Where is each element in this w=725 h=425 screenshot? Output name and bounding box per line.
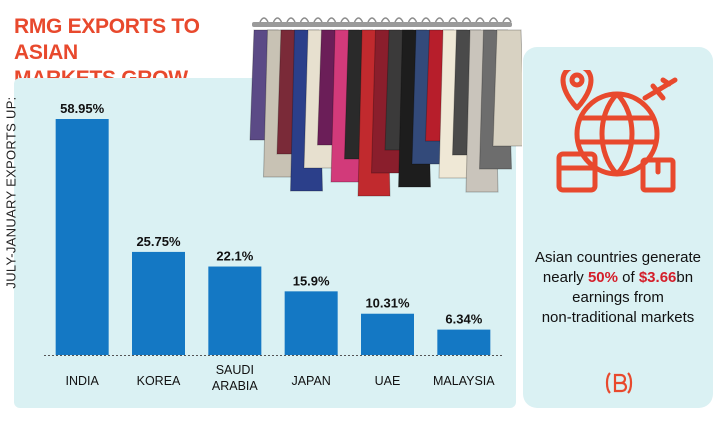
- bar-india: [55, 119, 109, 355]
- data-label: 58.95%: [60, 101, 105, 116]
- brand-logo-icon: [605, 372, 633, 394]
- bar-uae: [361, 313, 414, 355]
- bar-saudi-arabia: [208, 266, 262, 355]
- data-label: 25.75%: [136, 234, 181, 249]
- bar-korea: [132, 251, 185, 355]
- x-tick-label: JAPAN: [291, 374, 330, 388]
- info-line-2: nearly 50% of $3.66bn: [542, 269, 694, 286]
- info-panel: [523, 47, 713, 408]
- bar-malaysia: [437, 329, 491, 355]
- x-tick-label: KOREA: [137, 374, 181, 388]
- info-text: Asian countries generate nearly 50% of $…: [523, 248, 713, 328]
- info-line-3: earnings from: [572, 289, 664, 306]
- globe-travel-icon: [556, 70, 678, 193]
- info-line-4: non-traditional markets: [541, 309, 695, 326]
- bar-japan: [284, 291, 338, 355]
- highlight-percent: 50%: [587, 269, 618, 286]
- data-label: 10.31%: [365, 296, 410, 311]
- data-label: 22.1%: [216, 249, 253, 264]
- highlight-amount: $3.66: [638, 269, 677, 286]
- x-tick-label: INDIA: [65, 374, 99, 388]
- data-label: 15.9%: [293, 273, 330, 288]
- clothes-rack-photo: [249, 17, 522, 197]
- data-label: 6.34%: [445, 312, 482, 327]
- x-tick-label: UAE: [375, 374, 401, 388]
- x-tick-label: MALAYSIA: [433, 374, 495, 388]
- info-line-1: Asian countries generate: [535, 249, 701, 266]
- x-tick-label: SAUDI ARABIA: [212, 363, 259, 393]
